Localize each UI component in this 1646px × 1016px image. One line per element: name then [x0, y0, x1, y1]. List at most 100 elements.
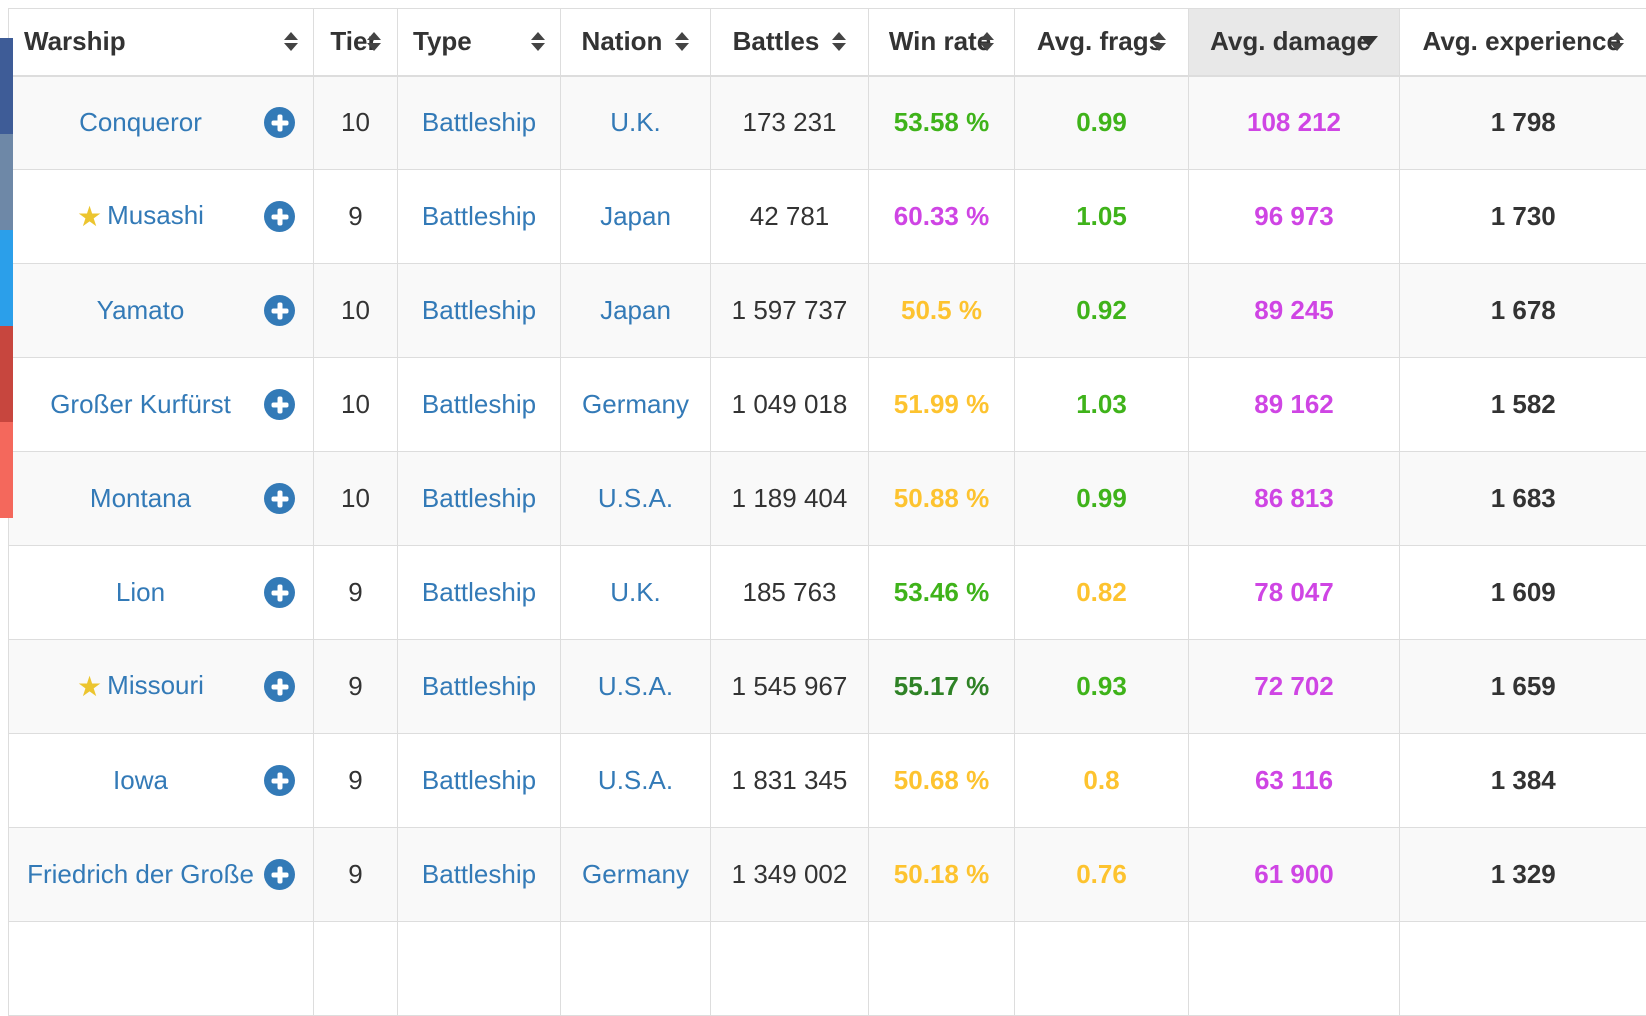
column-header-label: Nation [582, 26, 663, 57]
nation-link[interactable]: U.K. [610, 107, 661, 137]
avg-damage-cell: 89 245 [1189, 264, 1400, 358]
type-cell: Battleship [398, 734, 561, 828]
expand-ship-plus-icon[interactable] [264, 859, 295, 890]
nation-link[interactable]: U.S.A. [598, 671, 673, 701]
ship-link[interactable]: Montana [90, 483, 191, 513]
nation-cell: U.K. [561, 546, 711, 640]
avg-experience-cell: 1 678 [1400, 264, 1646, 358]
column-header-tier[interactable]: Tier [314, 9, 398, 76]
column-header-win_rate[interactable]: Win rate [869, 9, 1015, 76]
expand-ship-plus-icon[interactable] [264, 389, 295, 420]
ship-link[interactable]: Yamato [97, 295, 185, 325]
column-header-avg_experience[interactable]: Avg. experience [1400, 9, 1646, 76]
avg-frags-cell: 0.99 [1015, 452, 1189, 546]
tier-cell: 9 [314, 546, 398, 640]
table-row: ★Montana 10 Battleship U.S.A. 1 189 404 … [9, 452, 1646, 546]
avg-frags-cell: 1.05 [1015, 170, 1189, 264]
expand-ship-plus-icon[interactable] [264, 483, 295, 514]
table-header-row: Warship Tier Type Nation Battles Win rat… [9, 9, 1646, 76]
table-row: ★Friedrich der Große 9 Battleship German… [9, 828, 1646, 922]
ship-type-link[interactable]: Battleship [422, 483, 536, 513]
battles-cell: 185 763 [711, 546, 869, 640]
avg-damage-cell: 72 702 [1189, 640, 1400, 734]
ship-link[interactable]: Musashi [107, 200, 204, 230]
expand-ship-plus-icon[interactable] [264, 765, 295, 796]
ship-link[interactable]: Großer Kurfürst [50, 389, 231, 419]
tier-cell: 9 [314, 170, 398, 264]
warship-cell: ★Großer Kurfürst [9, 358, 314, 452]
avg-damage-cell: 86 813 [1189, 452, 1400, 546]
column-header-nation[interactable]: Nation [561, 9, 711, 76]
avg-damage-cell: 89 162 [1189, 358, 1400, 452]
expand-ship-plus-icon[interactable] [264, 107, 295, 138]
ship-type-link[interactable]: Battleship [422, 577, 536, 607]
ship-type-link[interactable]: Battleship [422, 671, 536, 701]
ship-link[interactable]: Missouri [107, 670, 204, 700]
ship-type-link[interactable]: Battleship [422, 201, 536, 231]
ship-type-link[interactable]: Battleship [422, 389, 536, 419]
ship-type-link[interactable]: Battleship [422, 107, 536, 137]
column-header-avg_damage[interactable]: Avg. damage [1189, 9, 1400, 76]
column-header-type[interactable]: Type [398, 9, 561, 76]
avg-experience-cell: 1 659 [1400, 640, 1646, 734]
nation-link[interactable]: Germany [582, 859, 689, 889]
expand-ship-plus-icon[interactable] [264, 671, 295, 702]
type-cell: Battleship [398, 452, 561, 546]
column-header-avg_frags[interactable]: Avg. frags [1015, 9, 1189, 76]
nation-cell: Japan [561, 264, 711, 358]
type-cell: Battleship [398, 828, 561, 922]
avg-frags-cell: 0.76 [1015, 828, 1189, 922]
avg-frags-cell: 0.93 [1015, 640, 1189, 734]
avg-damage-cell: 63 116 [1189, 734, 1400, 828]
avg-experience-cell: 1 730 [1400, 170, 1646, 264]
nation-link[interactable]: Japan [600, 201, 671, 231]
nation-link[interactable]: U.S.A. [598, 765, 673, 795]
ship-link[interactable]: Friedrich der Große [27, 859, 254, 889]
column-header-label: Battles [733, 26, 820, 57]
warship-cell: ★Montana [9, 452, 314, 546]
nation-cell: Germany [561, 828, 711, 922]
premium-star-icon: ★ [77, 671, 102, 702]
avg-frags-cell: 0.92 [1015, 264, 1189, 358]
ship-type-link[interactable]: Battleship [422, 295, 536, 325]
type-cell: Battleship [398, 358, 561, 452]
table-row: ★Musashi 9 Battleship Japan 42 781 60.33… [9, 170, 1646, 264]
avg-experience-cell: 1 683 [1400, 452, 1646, 546]
expand-ship-plus-icon[interactable] [264, 295, 295, 326]
ship-type-link[interactable]: Battleship [422, 859, 536, 889]
rating-strip-segment [0, 38, 13, 134]
type-cell: Battleship [398, 170, 561, 264]
nation-link[interactable]: U.K. [610, 577, 661, 607]
column-header-battles[interactable]: Battles [711, 9, 869, 76]
expand-ship-plus-icon[interactable] [264, 201, 295, 232]
column-header-warship[interactable]: Warship [9, 9, 314, 76]
ship-type-link[interactable]: Battleship [422, 765, 536, 795]
win-rate-cell: 50.5 % [869, 264, 1015, 358]
type-cell: Battleship [398, 640, 561, 734]
ship-link[interactable]: Iowa [113, 765, 168, 795]
tier-cell: 10 [314, 358, 398, 452]
tier-cell: 9 [314, 828, 398, 922]
ship-link[interactable]: Conqueror [79, 107, 202, 137]
warship-cell: ★Yamato [9, 264, 314, 358]
rating-strip-segment [0, 230, 13, 326]
nation-link[interactable]: U.S.A. [598, 483, 673, 513]
column-header-label: Avg. damage [1210, 26, 1371, 57]
battles-cell: 1 349 002 [711, 828, 869, 922]
battles-cell: 42 781 [711, 170, 869, 264]
table-row: ★Großer Kurfürst 10 Battleship Germany 1… [9, 358, 1646, 452]
table-row: ★Conqueror 10 Battleship U.K. 173 231 53… [9, 76, 1646, 170]
nation-link[interactable]: Germany [582, 389, 689, 419]
sort-toggle-icon [675, 32, 689, 51]
sort-toggle-icon [367, 32, 381, 51]
table-row-partial [9, 922, 1646, 1016]
expand-ship-plus-icon[interactable] [264, 577, 295, 608]
type-cell: Battleship [398, 546, 561, 640]
ship-link[interactable]: Lion [116, 577, 165, 607]
battles-cell: 1 831 345 [711, 734, 869, 828]
sort-toggle-icon [1152, 32, 1166, 51]
win-rate-cell: 50.88 % [869, 452, 1015, 546]
nation-link[interactable]: Japan [600, 295, 671, 325]
rating-strip-segment [0, 134, 13, 230]
type-cell: Battleship [398, 76, 561, 170]
